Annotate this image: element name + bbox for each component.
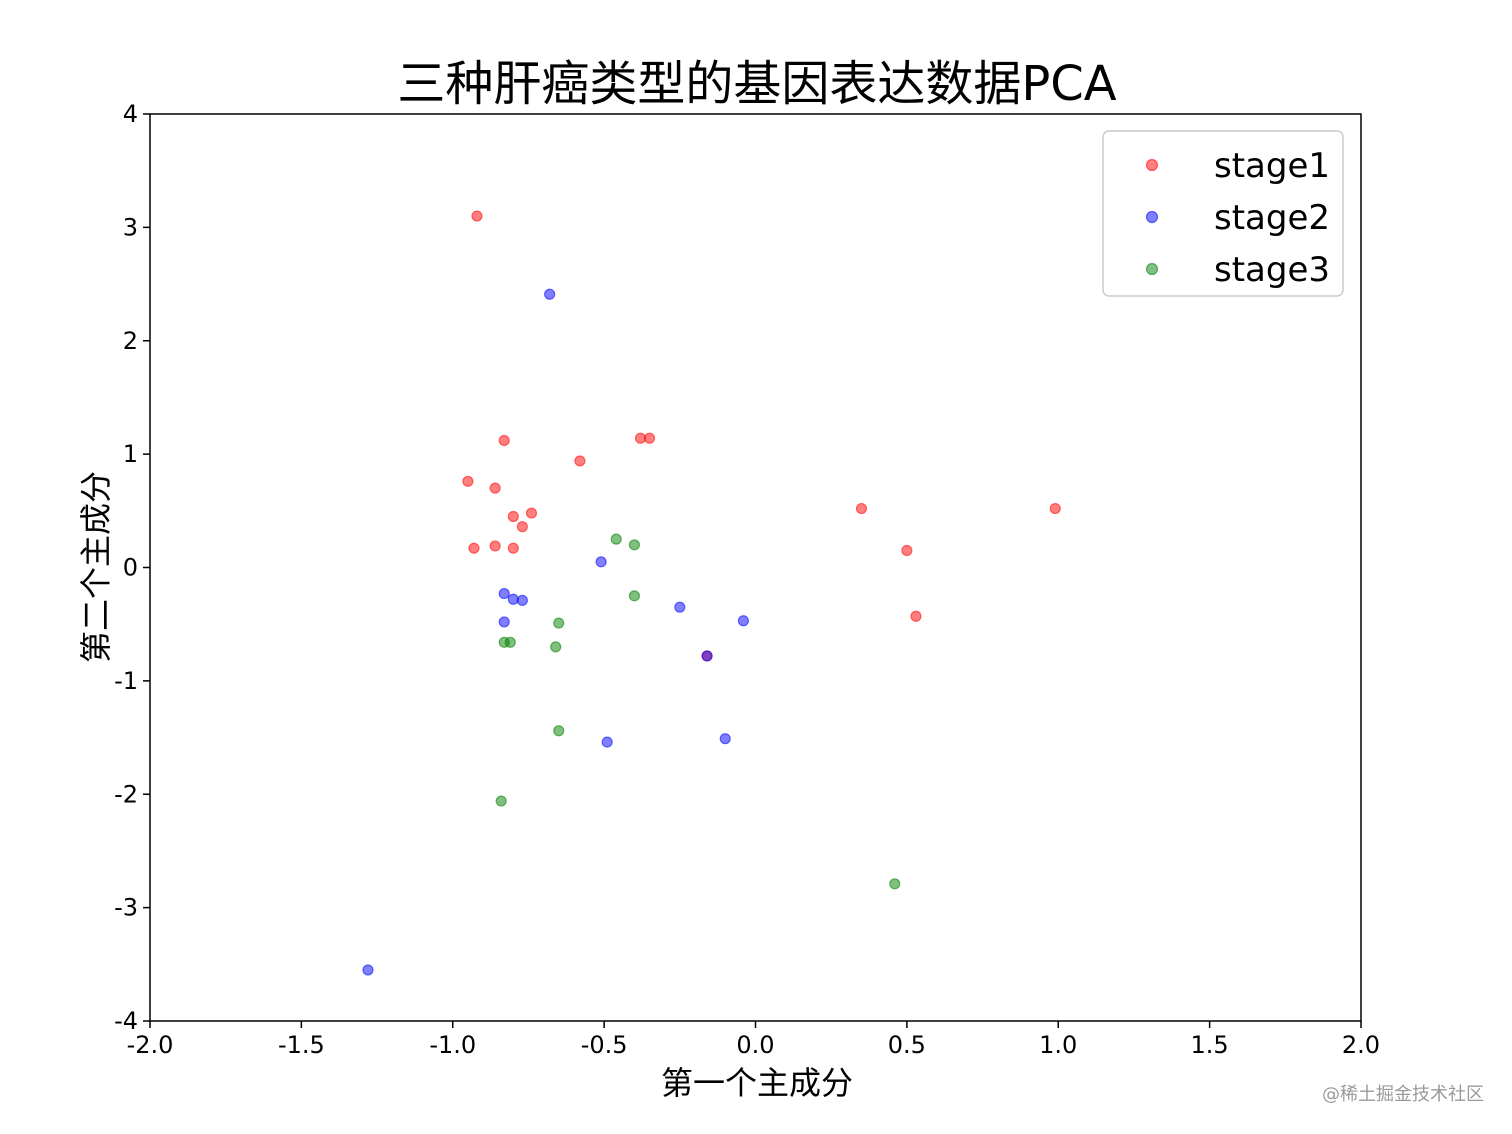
data-point-stage1	[525, 507, 538, 519]
data-point-stage2	[737, 615, 749, 627]
y-tick-label: -3	[114, 894, 138, 922]
y-axis: -4 -3 -2 -1 0 1 2 3 4	[114, 100, 150, 1035]
y-tick-label: -4	[114, 1007, 138, 1035]
data-point-stage1	[498, 434, 510, 447]
x-tick-label: 0.0	[736, 1031, 774, 1059]
legend-marker-stage2	[1145, 210, 1159, 224]
data-point-stage3	[610, 533, 622, 545]
x-tick-label: -1.5	[278, 1031, 325, 1059]
data-point-stage2	[544, 288, 556, 300]
data-point-stage1	[489, 540, 501, 552]
y-tick-label: 0	[123, 554, 138, 582]
y-tick-label: 2	[123, 327, 138, 355]
data-point-stage1	[855, 502, 868, 515]
x-tick-label: 2.0	[1342, 1031, 1380, 1059]
y-tick-label: 3	[123, 213, 138, 241]
y-tick-label: 1	[123, 440, 138, 468]
data-point-stage3	[495, 795, 507, 807]
x-tick-label: 1.5	[1191, 1031, 1229, 1059]
y-tick-label: -1	[114, 667, 138, 695]
data-point-stage2	[516, 594, 528, 606]
x-axis-label: 第一个主成分	[661, 1064, 853, 1102]
data-point-stage3	[553, 617, 565, 629]
data-point-stage3	[504, 636, 516, 648]
data-point-stage1	[507, 510, 519, 523]
x-tick-label: 1.0	[1039, 1031, 1077, 1059]
data-point-stage1	[1049, 502, 1061, 515]
data-point-stage1	[471, 210, 483, 222]
data-point-stage2	[507, 593, 519, 605]
legend-marker-stage3	[1145, 262, 1159, 276]
legend-marker-stage1	[1145, 158, 1159, 172]
x-tick-label: -2.0	[127, 1031, 174, 1059]
legend-label-stage1: stage1	[1214, 146, 1330, 186]
data-point-stage3	[628, 539, 641, 551]
data-point-stage2	[595, 556, 607, 568]
data-point-stage2	[498, 587, 510, 600]
data-point-stage2	[701, 650, 713, 662]
data-point-stage1	[901, 544, 913, 557]
data-point-stage1	[489, 482, 501, 494]
legend-label-stage3: stage3	[1214, 250, 1330, 290]
data-point-stage1	[516, 521, 528, 533]
chart-title: 三种肝癌类型的基因表达数据PCA	[397, 56, 1116, 112]
x-tick-label: -1.0	[429, 1031, 476, 1059]
legend-box	[1102, 130, 1344, 297]
legend-label-stage2: stage2	[1214, 198, 1330, 238]
y-axis-label: 第二个主成分	[77, 471, 115, 663]
data-point-stage2	[674, 601, 686, 613]
x-axis: -2.0 -1.5 -1.0 -0.5 0.0 0.5 1.0 1.5 2.0	[127, 1021, 1380, 1059]
data-point-stage2	[601, 736, 613, 748]
data-point-stage3	[889, 878, 901, 890]
y-tick-label: 4	[123, 100, 138, 128]
data-point-stage3	[553, 725, 565, 737]
watermark: @稀土掘金技术社区	[1322, 1084, 1484, 1105]
data-point-stage1	[574, 455, 586, 467]
data-point-stage2	[719, 733, 731, 745]
data-point-stage2	[362, 964, 374, 976]
legend: stage1 stage2 stage3	[1102, 130, 1344, 297]
data-point-stage1	[643, 432, 656, 444]
y-tick-label: -2	[114, 780, 138, 808]
data-point-stage1	[462, 475, 474, 487]
data-point-stage1	[910, 610, 922, 622]
data-point-stage3	[550, 641, 562, 653]
data-points	[362, 210, 1061, 976]
x-tick-label: -0.5	[581, 1031, 628, 1059]
x-tick-label: 0.5	[888, 1031, 926, 1059]
data-point-stage3	[628, 590, 641, 602]
data-point-stage2	[498, 616, 510, 628]
data-point-stage1	[507, 542, 519, 554]
data-point-stage1	[468, 542, 480, 554]
